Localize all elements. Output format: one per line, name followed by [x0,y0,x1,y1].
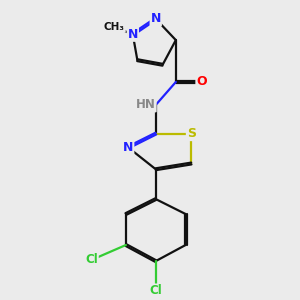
Text: O: O [196,76,207,88]
Text: CH₃: CH₃ [104,22,125,32]
Text: N: N [128,28,138,41]
Text: HN: HN [136,98,156,112]
Text: N: N [151,12,161,26]
Text: Cl: Cl [85,254,98,266]
Text: N: N [123,141,134,154]
Text: Cl: Cl [149,284,162,297]
Text: S: S [187,127,196,140]
